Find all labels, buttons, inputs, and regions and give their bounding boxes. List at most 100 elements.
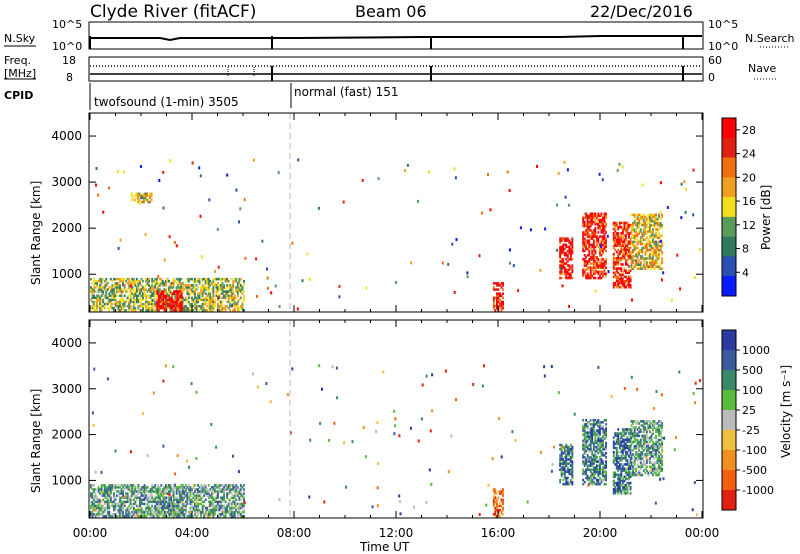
- velocity-cell: [645, 440, 648, 444]
- velocity-cell: [566, 445, 569, 449]
- power-cell: [599, 274, 601, 278]
- power-cell: [224, 306, 227, 310]
- power-cell: [102, 277, 105, 281]
- velocity-cell: [158, 496, 161, 499]
- power-cell: [179, 306, 182, 310]
- power-cell: [600, 260, 603, 263]
- power-cell: [236, 292, 239, 295]
- power-cell: [562, 262, 565, 265]
- velocity-cell: [91, 504, 94, 508]
- velocity-cell: [599, 431, 601, 434]
- colorbar-swatch: [722, 450, 736, 471]
- power-cell: [109, 298, 112, 302]
- power-cell: [586, 231, 589, 234]
- velocity-cell: [583, 441, 586, 445]
- velocity-cell: [615, 432, 618, 435]
- power-cell: [560, 260, 563, 263]
- velocity-cell: [165, 498, 167, 501]
- velocity-point: [675, 436, 677, 439]
- freq-left-label-2: [MHz]: [4, 67, 36, 80]
- velocity-cell: [167, 496, 169, 499]
- velocity-cell: [132, 506, 135, 510]
- power-cell: [131, 290, 134, 293]
- velocity-cell: [139, 488, 141, 491]
- power-cell: [162, 300, 165, 304]
- power-point: [660, 278, 663, 282]
- velocity-cell: [169, 506, 172, 510]
- velocity-cell: [618, 465, 621, 468]
- velocity-cell: [589, 449, 592, 453]
- velocity-cell: [629, 452, 632, 456]
- power-cell: [594, 276, 597, 280]
- power-cell: [626, 221, 629, 225]
- power-cell: [639, 238, 642, 241]
- power-cell: [623, 254, 626, 258]
- velocity-cell: [232, 494, 235, 497]
- power-cell: [149, 194, 152, 197]
- velocity-cell: [181, 510, 184, 514]
- power-cell: [100, 302, 103, 306]
- velocity-point: [364, 455, 367, 459]
- power-cell: [99, 280, 102, 283]
- power-point: [659, 239, 662, 243]
- power-cell: [217, 306, 219, 310]
- power-cell: [192, 309, 195, 312]
- velocity-point: [256, 385, 259, 389]
- power-cell: [582, 237, 585, 240]
- power-cell: [602, 264, 604, 267]
- power-cell: [647, 244, 650, 248]
- power-cell: [160, 280, 163, 283]
- power-cell: [642, 238, 645, 241]
- velocity-cell: [126, 488, 129, 491]
- power-cell: [597, 214, 600, 218]
- velocity-cell: [137, 484, 140, 487]
- power-cell: [189, 284, 192, 287]
- velocity-cell: [621, 438, 624, 441]
- power-point: [517, 289, 520, 293]
- velocity-cell: [617, 469, 620, 472]
- power-cell: [594, 262, 597, 265]
- velocity-cell: [194, 490, 196, 493]
- velocity-cell: [177, 510, 180, 514]
- power-cell: [602, 251, 604, 255]
- power-cell: [220, 286, 222, 289]
- power-cell: [595, 237, 598, 240]
- power-cell: [603, 272, 606, 276]
- power-cell: [589, 212, 592, 215]
- velocity-cell: [215, 504, 218, 508]
- power-cell: [649, 230, 651, 233]
- power-cell: [191, 284, 193, 287]
- velocity-cell: [109, 488, 112, 491]
- velocity-cell: [90, 510, 92, 514]
- velocity-cell: [602, 435, 604, 438]
- power-point: [235, 188, 238, 192]
- power-cell: [152, 294, 155, 297]
- power-cell: [630, 259, 633, 262]
- power-cell: [174, 300, 177, 304]
- colorbar-swatch: [722, 350, 736, 371]
- power-cell: [653, 242, 656, 246]
- power-cell: [132, 302, 135, 306]
- power-cell: [644, 226, 647, 229]
- power-cell: [652, 265, 654, 268]
- power-cell: [633, 263, 636, 266]
- velocity-cell: [623, 444, 626, 448]
- velocity-cell: [94, 488, 97, 491]
- power-point: [200, 255, 203, 259]
- velocity-cell: [653, 463, 656, 466]
- velocity-cell: [183, 490, 186, 493]
- power-cell: [614, 223, 617, 227]
- velocity-cell: [592, 472, 595, 476]
- velocity-cell: [618, 457, 621, 460]
- velocity-cell: [620, 492, 623, 495]
- velocity-cell: [630, 461, 633, 464]
- power-cell: [223, 277, 225, 281]
- power-cell: [91, 306, 94, 310]
- power-cell: [605, 274, 607, 278]
- power-point: [684, 210, 687, 214]
- power-cell: [594, 245, 597, 249]
- power-cell: [224, 292, 227, 295]
- power-cell: [105, 294, 108, 297]
- velocity-cell: [623, 457, 626, 460]
- power-cell: [174, 298, 177, 302]
